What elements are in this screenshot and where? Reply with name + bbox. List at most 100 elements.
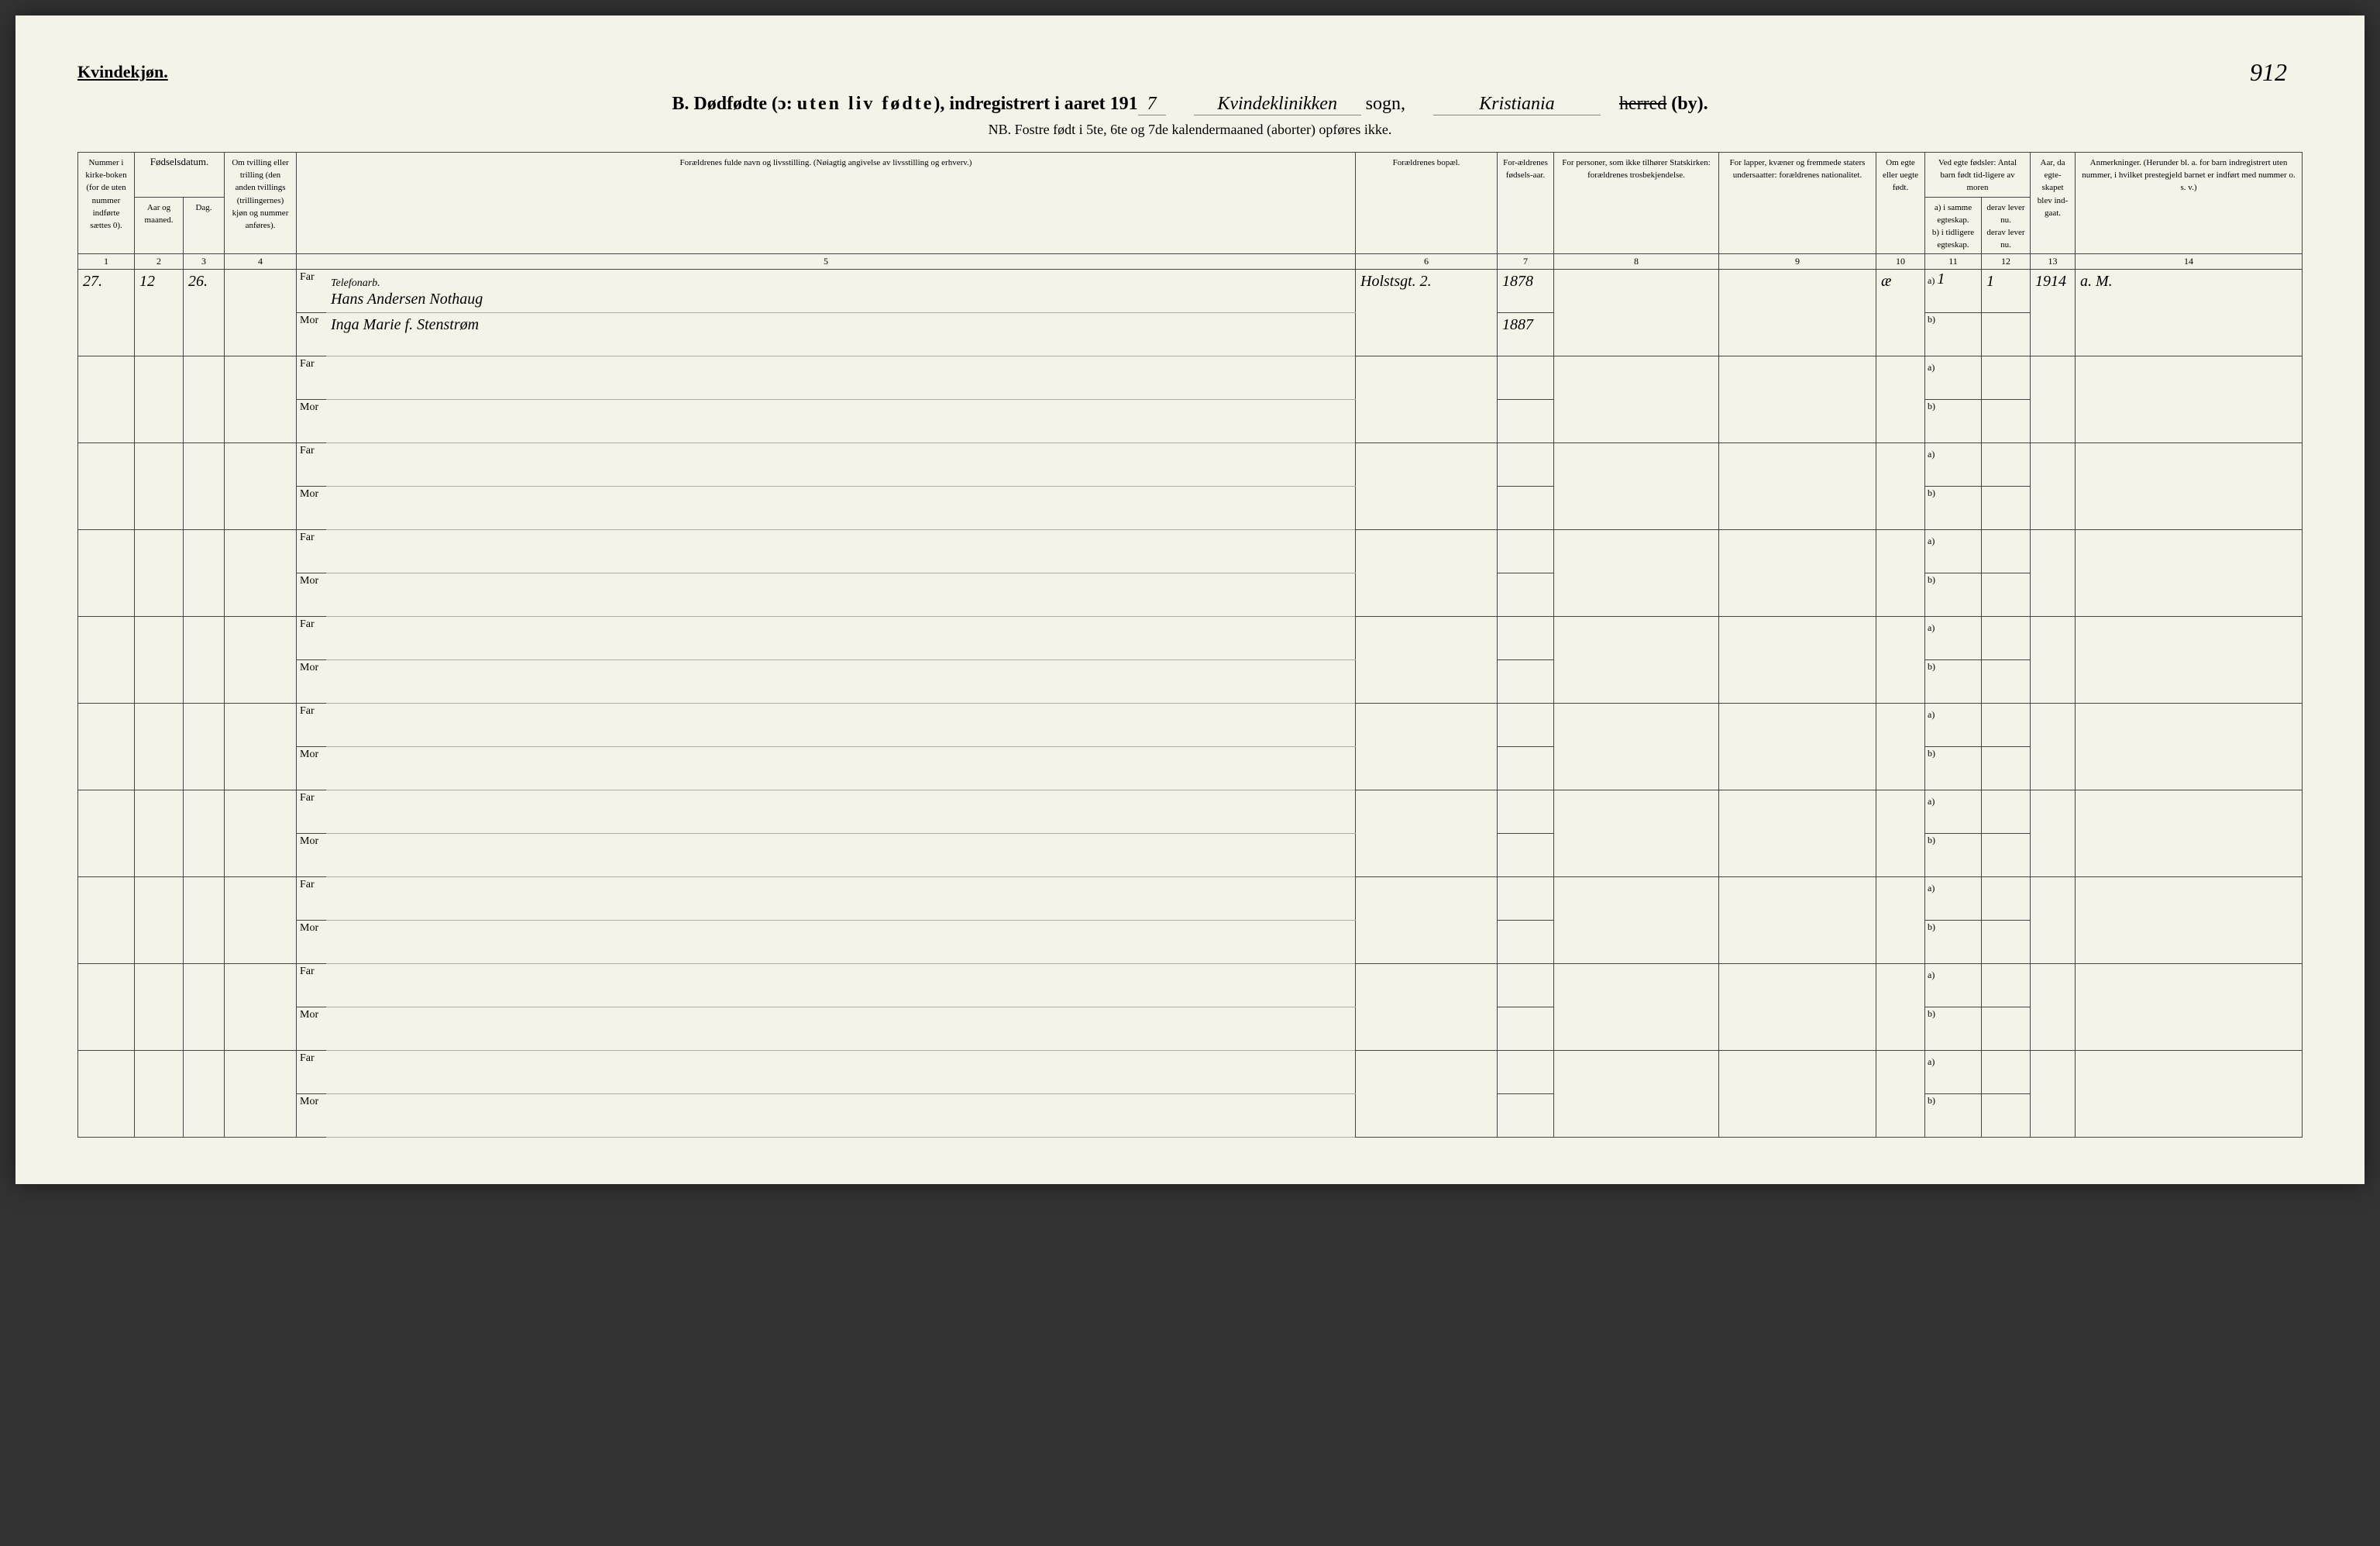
cell-anm xyxy=(2076,356,2303,443)
cell-num xyxy=(78,877,135,964)
cell-anm xyxy=(2076,617,2303,704)
cell-nat xyxy=(1719,704,1876,790)
cell-bopael xyxy=(1356,790,1498,877)
cell-anm: a. M. xyxy=(2076,270,2303,356)
cell-aar xyxy=(135,530,184,617)
cell-egte xyxy=(1876,443,1925,530)
table-row: Far a) xyxy=(78,704,2303,747)
cell-a: a) xyxy=(1925,617,1982,660)
table-row: Far a) xyxy=(78,790,2303,834)
cell-far-name xyxy=(326,877,1356,921)
cell-mor-year xyxy=(1498,400,1554,443)
cell-a-lever xyxy=(1982,877,2031,921)
cell-a: a) xyxy=(1925,443,1982,487)
cell-year xyxy=(2031,530,2076,617)
cell-mor-year xyxy=(1498,921,1554,964)
cell-far-name xyxy=(326,356,1356,400)
col-header-9: Om egte eller uegte født. xyxy=(1876,153,1925,254)
cell-a-lever xyxy=(1982,617,2031,660)
cell-tvilling xyxy=(225,790,297,877)
cell-dag xyxy=(184,790,225,877)
table-row: Far a) xyxy=(78,1051,2303,1094)
table-row: Mor b) xyxy=(78,747,2303,790)
cell-bopael xyxy=(1356,530,1498,617)
table-row: Far a) xyxy=(78,877,2303,921)
cell-egte xyxy=(1876,877,1925,964)
cell-b: b) xyxy=(1925,747,1982,790)
cell-tros xyxy=(1554,270,1719,356)
cell-dag: 26. xyxy=(184,270,225,356)
cell-anm xyxy=(2076,530,2303,617)
table-row: Mor b) xyxy=(78,834,2303,877)
cell-nat xyxy=(1719,356,1876,443)
cell-bopael xyxy=(1356,1051,1498,1138)
cell-far-year xyxy=(1498,617,1554,660)
cell-mor-name: Inga Marie f. Stenstrøm xyxy=(326,313,1356,356)
cell-a-lever xyxy=(1982,530,2031,573)
cell-mor-year xyxy=(1498,747,1554,790)
cell-anm xyxy=(2076,1051,2303,1138)
cell-b-lever xyxy=(1982,834,2031,877)
col-header-3: Om tvilling eller trilling (den anden tv… xyxy=(225,153,297,254)
cell-a-lever xyxy=(1982,704,2031,747)
cell-dag xyxy=(184,704,225,790)
far-label: Far xyxy=(297,964,327,1007)
table-row: Mor Inga Marie f. Stenstrøm 1887 b) xyxy=(78,313,2303,356)
cell-nat xyxy=(1719,443,1876,530)
cell-b: b) xyxy=(1925,921,1982,964)
cell-num xyxy=(78,704,135,790)
cell-year xyxy=(2031,790,2076,877)
cell-num xyxy=(78,443,135,530)
cell-far-name xyxy=(326,530,1356,573)
cell-mor-year xyxy=(1498,1094,1554,1138)
cell-a: a) xyxy=(1925,356,1982,400)
cell-a-lever xyxy=(1982,1051,2031,1094)
col-header-10c: derav lever nu.derav lever nu. xyxy=(1982,197,2031,254)
document-page: Kvindekjøn. 912 B. Dødfødte (ɔ: uten liv… xyxy=(15,15,2365,1184)
table-row: Far a) xyxy=(78,964,2303,1007)
title-prefix: B. Dødfødte (ɔ: xyxy=(672,94,796,114)
far-label: Far xyxy=(297,443,327,487)
cell-mor-name xyxy=(326,1094,1356,1138)
cell-far-name xyxy=(326,443,1356,487)
cell-far-year xyxy=(1498,964,1554,1007)
mor-label: Mor xyxy=(297,834,327,877)
cell-aar xyxy=(135,964,184,1051)
cell-mor-name xyxy=(326,1007,1356,1051)
cell-b: b) xyxy=(1925,400,1982,443)
col-header-1: Nummer i kirke-boken (for de uten nummer… xyxy=(78,153,135,254)
cell-egte xyxy=(1876,530,1925,617)
far-label: Far xyxy=(297,877,327,921)
cell-tros xyxy=(1554,790,1719,877)
cell-num xyxy=(78,790,135,877)
table-row: Far a) xyxy=(78,617,2303,660)
cell-num: 27. xyxy=(78,270,135,356)
cell-num xyxy=(78,530,135,617)
cell-far-year xyxy=(1498,790,1554,834)
cell-anm xyxy=(2076,704,2303,790)
cell-aar xyxy=(135,617,184,704)
cell-tros xyxy=(1554,877,1719,964)
cell-anm xyxy=(2076,964,2303,1051)
cell-mor-name xyxy=(326,660,1356,704)
sogn-handwritten: Kvindeklinikken xyxy=(1194,94,1361,115)
cell-b-lever xyxy=(1982,487,2031,530)
gender-heading: Kvindekjøn. xyxy=(77,62,2303,82)
cell-a-lever xyxy=(1982,964,2031,1007)
cell-dag xyxy=(184,877,225,964)
far-label: Far xyxy=(297,356,327,400)
cell-nat xyxy=(1719,270,1876,356)
cell-mor-year xyxy=(1498,660,1554,704)
cell-aar xyxy=(135,1051,184,1138)
cell-year: 1914 xyxy=(2031,270,2076,356)
mor-label: Mor xyxy=(297,921,327,964)
cell-far-name xyxy=(326,790,1356,834)
cell-far-name: Telefonarb.Hans Andersen Nothaug xyxy=(326,270,1356,313)
cell-b-lever xyxy=(1982,400,2031,443)
cell-tros xyxy=(1554,530,1719,617)
cell-b: b) xyxy=(1925,313,1982,356)
cell-year xyxy=(2031,964,2076,1051)
cell-b-lever xyxy=(1982,660,2031,704)
herred-struck: herred xyxy=(1619,94,1666,114)
cell-year xyxy=(2031,443,2076,530)
